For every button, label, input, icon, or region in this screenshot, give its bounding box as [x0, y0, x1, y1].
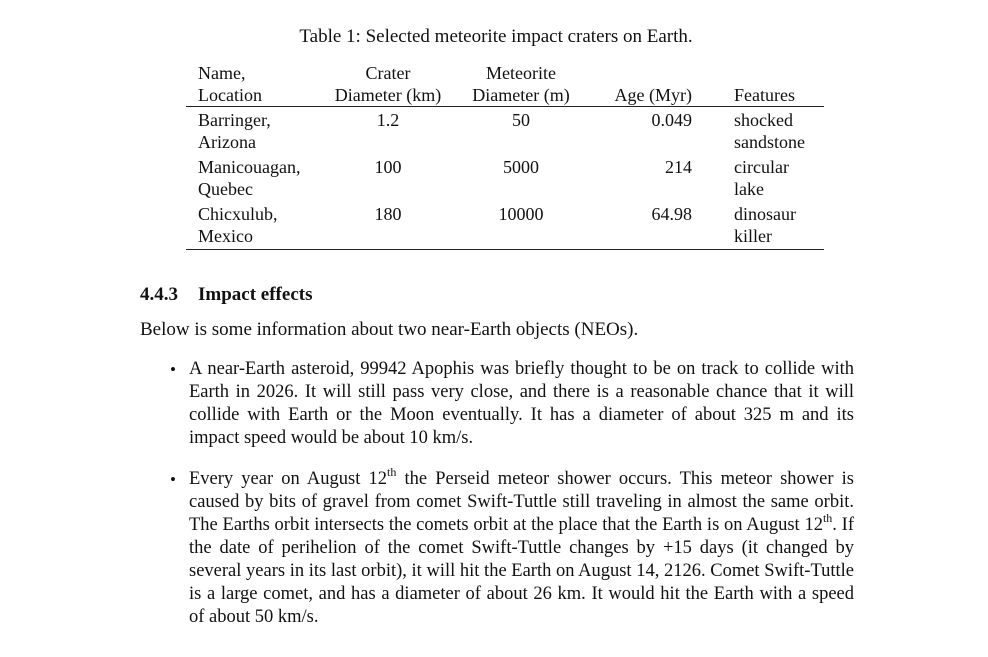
section-number: 4.4.3 [140, 284, 178, 305]
section-title: Impact effects [198, 284, 313, 305]
table-caption: Table 1: Selected meteorite impact crate… [299, 26, 693, 47]
cell-meteorite-diameter: 10000 [450, 201, 586, 250]
cell-features: dinosaur killer [700, 201, 824, 250]
cell-age: 214 [665, 157, 692, 177]
cell-crater-diameter: 1.2 [376, 110, 400, 130]
cell-meteorite-diameter: 50 [512, 110, 530, 130]
cell-features: shocked sandstone [734, 110, 805, 152]
section-intro: Below is some information about two near… [140, 319, 639, 340]
table-row: Manicouagan, Quebec 100 5000 214 circular… [186, 154, 824, 201]
header-meteorite-line1: Meteorite [486, 63, 556, 83]
cell-features: circular lake [734, 157, 789, 199]
cell-age: 0.049 [651, 110, 693, 130]
header-name-line2: Location [186, 84, 320, 107]
table-row: Barringer, Arizona 1.2 50 0.049 shocked sa… [186, 107, 824, 155]
cell-name: Chicxulub, Mexico [186, 201, 320, 250]
cell-crater-diameter: 180 [320, 201, 450, 250]
header-crater-line2: Diameter (km) [320, 84, 450, 107]
header-age: Age (Myr) [586, 84, 700, 107]
header-features: Features [700, 84, 824, 107]
bullet-text-apophis: A near-Earth asteroid, 99942 Apophis was… [189, 359, 854, 448]
bullet-dot: • [170, 470, 176, 489]
table-header-row-bottom: Location Diameter (km) Diameter (m) Age … [186, 84, 824, 107]
header-crater-line1: Crater [365, 63, 411, 83]
list-item: • Every year on August 12th the Perseid … [170, 464, 855, 629]
cell-age: 64.98 [586, 201, 700, 250]
cell-name: Manicouagan, Quebec [198, 157, 301, 199]
header-name-line1: Name, [198, 63, 246, 83]
cell-name: Barringer, Arizona [198, 110, 271, 152]
header-meteorite-line2: Diameter (m) [450, 84, 586, 107]
table-header-row-top: Name, Crater Meteorite [186, 61, 824, 84]
craters-table: Name, Crater Meteorite Location Diameter… [186, 61, 824, 250]
bullet-text-perseid: Every year on August 12th the Perseid me… [189, 464, 855, 627]
list-item: • A near-Earth asteroid, 99942 Apophis w… [170, 358, 854, 450]
cell-crater-diameter: 100 [374, 157, 402, 177]
section-heading: 4.4.3 Impact effects [140, 283, 312, 307]
cell-meteorite-diameter: 5000 [503, 157, 539, 177]
bullet-dot: • [170, 360, 176, 379]
table-row: Chicxulub, Mexico 180 10000 64.98 dinosau… [186, 201, 824, 250]
